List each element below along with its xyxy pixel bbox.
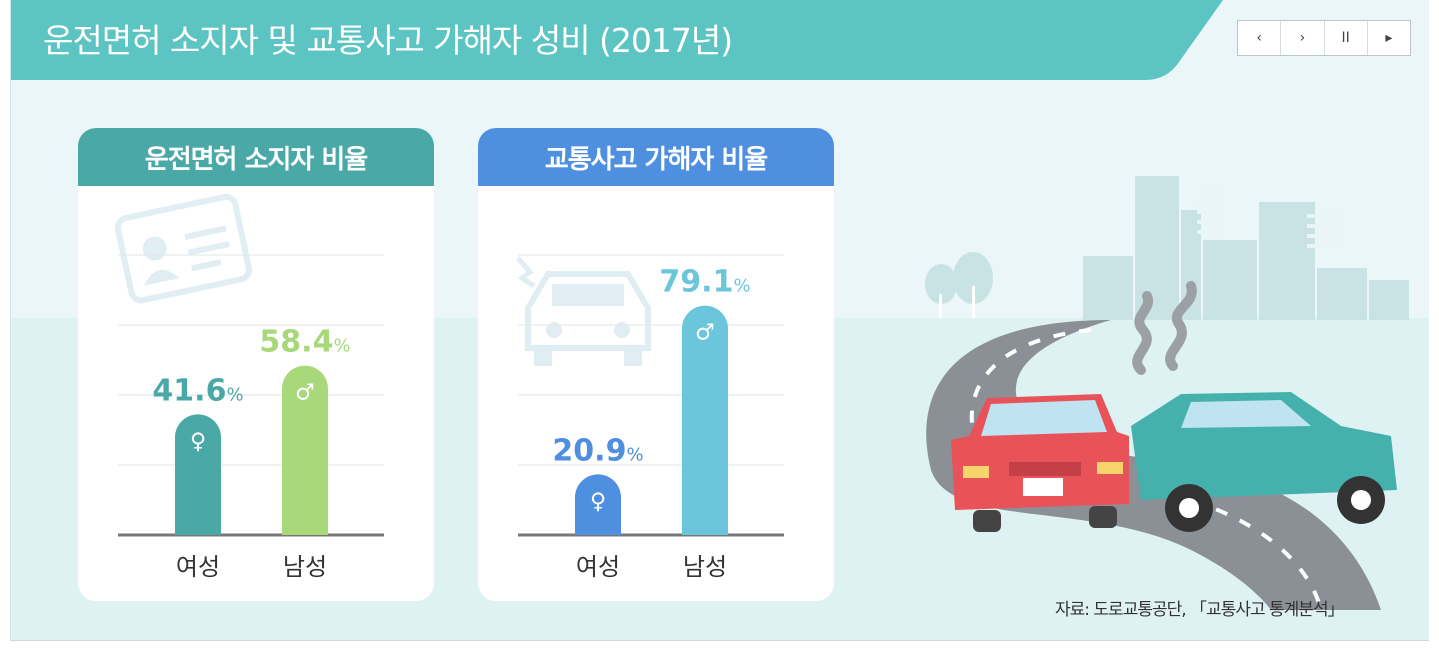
license-card-decoration-icon — [114, 193, 252, 304]
prev-button[interactable]: ‹ — [1238, 21, 1282, 55]
data-label: 79.1% — [659, 265, 750, 300]
accident-offender-chart-title: 교통사고 가해자 비율 — [478, 128, 834, 186]
bar-남성 — [282, 365, 328, 535]
crashed-car-decoration-icon — [516, 256, 651, 366]
data-label: 20.9% — [552, 433, 643, 468]
play-button[interactable]: ▸ — [1385, 30, 1393, 46]
gender-symbol-icon: ♀ — [190, 429, 206, 454]
license-holder-chart-title: 운전면허 소지자 비율 — [78, 128, 434, 186]
license-holder-chart: ♀ 41.6% 여성 ♂ 58.4% 남성 — [114, 193, 384, 581]
car-crash-illustration — [925, 176, 1409, 610]
accident-offender-chart: ♀ 20.9% 여성 ♂ 79.1% 남성 — [516, 254, 784, 581]
bar-여성 — [575, 474, 621, 535]
pause-button[interactable]: II — [1325, 21, 1368, 55]
category-label: 여성 — [176, 553, 220, 581]
bar-남성 — [682, 305, 728, 535]
bar-여성 — [175, 414, 221, 535]
gender-symbol-icon: ♂ — [695, 321, 715, 346]
data-label: 41.6% — [152, 373, 243, 408]
city-skyline-icon — [1083, 176, 1409, 320]
category-label: 여성 — [576, 553, 620, 581]
smoke-icon — [1132, 281, 1197, 375]
category-label: 남성 — [283, 553, 327, 581]
red-car-icon — [951, 394, 1129, 532]
title-bar-shape — [11, 0, 1223, 80]
category-label: 남성 — [683, 553, 727, 581]
teal-car-icon — [1131, 392, 1397, 532]
license-holder-chart-card: 운전면허 소지자 비율 ♀ 41.6% 여성 ♂ 58.4% 남성 — [78, 128, 434, 601]
source-note: 자료: 도로교통공단, 「교통사고 통계분석」 — [1055, 600, 1345, 620]
gender-symbol-icon: ♂ — [295, 381, 315, 406]
data-label: 58.4% — [259, 325, 350, 360]
title-bar: 운전면허 소지자 및 교통사고 가해자 성비 (2017년) — [11, 0, 1429, 80]
page-title: 운전면허 소지자 및 교통사고 가해자 성비 (2017년) — [43, 21, 733, 60]
tree-icon — [925, 252, 993, 318]
slide-controls: ‹ › II ▸ — [1237, 20, 1411, 56]
infographic-frame: 운전면허 소지자 및 교통사고 가해자 성비 (2017년) ‹ › II ▸ … — [10, 0, 1429, 641]
accident-offender-chart-card: 교통사고 가해자 비율 ♀ 20.9% 여성 ♂ 79.1% 남성 — [478, 128, 834, 601]
next-button[interactable]: › — [1281, 21, 1325, 55]
gender-symbol-icon: ♀ — [590, 489, 606, 514]
